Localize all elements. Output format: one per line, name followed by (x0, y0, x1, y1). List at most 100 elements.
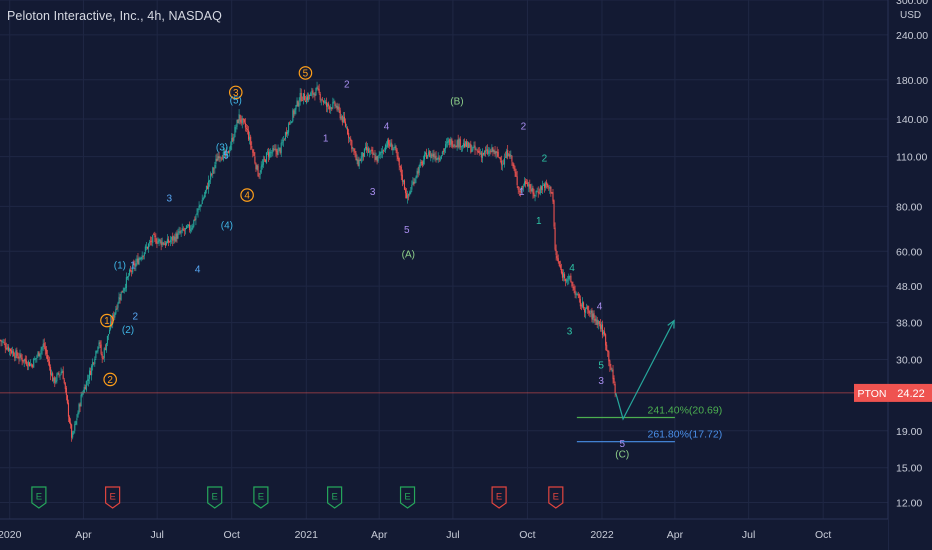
candle-body (486, 149, 488, 151)
candle-body (213, 168, 215, 170)
candle-body (530, 189, 532, 192)
candle-body (586, 306, 588, 309)
candle-body (243, 119, 245, 123)
earnings-label: E (331, 492, 337, 503)
candle-body (274, 148, 276, 150)
candle-body (230, 145, 232, 150)
candle-body (65, 387, 67, 396)
candle-body (315, 87, 317, 96)
candle-body (93, 362, 95, 364)
candle-body (40, 349, 42, 354)
x-tick-label: Apr (667, 529, 684, 541)
candle-body (297, 101, 299, 107)
candle-body (176, 233, 178, 239)
candle-body (579, 298, 581, 307)
x-tick-label: Jul (742, 529, 755, 541)
candle-body (612, 369, 614, 380)
candle-body (302, 93, 304, 100)
candle-body (411, 184, 413, 190)
candle-body (379, 152, 381, 155)
candle-body (559, 265, 561, 268)
candle-body (490, 150, 492, 153)
candle-body (11, 350, 13, 354)
candle-body (332, 101, 334, 109)
candle-body (480, 152, 482, 158)
candle-body (409, 192, 411, 195)
candle-body (205, 185, 207, 191)
candle-body (244, 122, 246, 128)
candle-body (383, 150, 385, 152)
candle-body (58, 373, 60, 375)
earnings-marker (105, 486, 121, 509)
candle-body (285, 131, 288, 135)
candle-body (465, 141, 467, 147)
candle-body (83, 387, 85, 393)
candle-body (529, 183, 531, 189)
candle-body (146, 246, 149, 249)
candle-body (363, 148, 365, 157)
candle-body (59, 374, 61, 376)
candle-body (249, 136, 251, 141)
candle-body (195, 215, 197, 220)
candle-body (254, 156, 256, 163)
candle-body (158, 238, 160, 242)
candle-body (469, 144, 471, 148)
candle-body (47, 359, 50, 362)
candle-body (291, 121, 293, 124)
fib-level-label: 261.80%(17.72) (647, 429, 722, 441)
candle-body (139, 257, 141, 260)
candle-body (197, 208, 199, 213)
candle-body (478, 150, 480, 154)
candle-body (448, 139, 450, 143)
candle-body (26, 365, 28, 367)
x-tick-label: Oct (224, 529, 240, 541)
candle-body (145, 246, 147, 248)
wave-label: (A) (402, 249, 415, 260)
candle-body (186, 226, 189, 228)
candle-body (364, 146, 367, 149)
candle-body (269, 151, 271, 158)
candle-body (303, 93, 305, 101)
candle-body (5, 347, 7, 350)
candle-body (309, 94, 311, 96)
candle-body (406, 193, 408, 199)
candle-body (357, 159, 359, 166)
candle-body (430, 154, 432, 158)
candle-body (75, 421, 77, 425)
candle-body (153, 234, 155, 235)
candle-body (396, 149, 398, 157)
candle-body (337, 106, 339, 109)
wave-label: 3 (370, 187, 376, 198)
earnings-marker (327, 486, 343, 509)
candle-body (451, 139, 453, 147)
candle-body (104, 348, 106, 350)
candle-body (527, 182, 529, 187)
candle-body (103, 348, 105, 358)
candle-body (569, 276, 571, 278)
candle-body (565, 279, 567, 282)
candle-body (558, 261, 560, 267)
candle-body (613, 378, 615, 384)
candle-body (502, 163, 505, 165)
candle-body (399, 165, 401, 168)
candle-body (551, 192, 553, 194)
candle-body (204, 190, 206, 194)
candle-body (471, 149, 473, 153)
candle-body (90, 370, 92, 375)
candle-body (351, 140, 353, 150)
candle-body (408, 194, 410, 196)
candle-body (299, 92, 301, 102)
candle-body (533, 192, 535, 197)
wave-label: 3 (233, 88, 239, 99)
x-tick-label: Oct (815, 529, 831, 541)
candle-body (362, 153, 364, 157)
candle-body (133, 263, 135, 265)
candle-body (387, 140, 389, 147)
candle-body (520, 187, 522, 192)
candle-body (144, 246, 146, 252)
candle-body (316, 86, 318, 89)
candle-body (29, 363, 32, 366)
candle-body (6, 347, 8, 350)
candle-body (279, 148, 281, 154)
